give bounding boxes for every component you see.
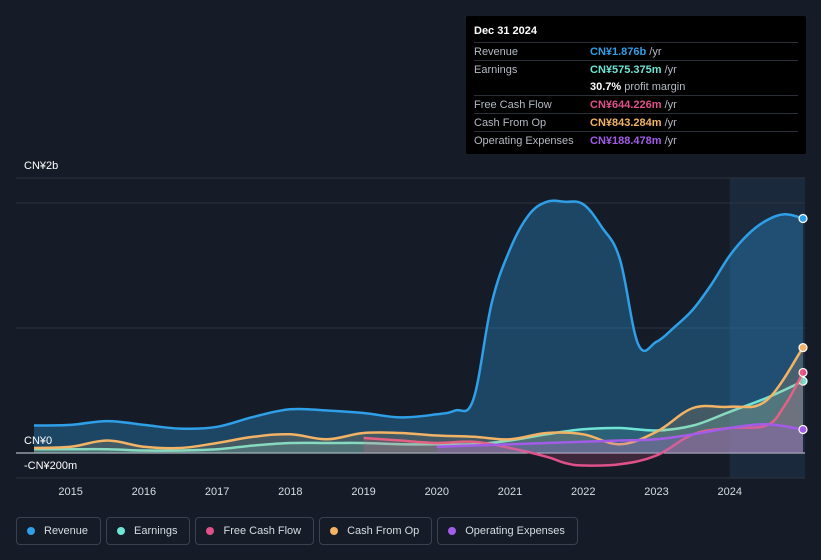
revenue-area bbox=[34, 200, 803, 453]
tooltip-unit: profit margin bbox=[624, 80, 686, 93]
legend-label: Operating Expenses bbox=[465, 525, 565, 537]
legend-label: Earnings bbox=[134, 525, 178, 537]
x-tick-label: 2023 bbox=[644, 486, 668, 498]
tooltip-value: CN¥188.478m bbox=[590, 134, 662, 147]
x-tick-label: 2018 bbox=[278, 486, 302, 498]
tooltip-value: CN¥644.226m bbox=[590, 98, 662, 111]
cash-from-op-end-point bbox=[798, 343, 808, 353]
tooltip-unit: /yr bbox=[649, 45, 662, 58]
tooltip-label: Cash From Op bbox=[474, 116, 547, 129]
tooltip-label: Free Cash Flow bbox=[474, 98, 552, 111]
tooltip-unit: /yr bbox=[664, 116, 677, 129]
tooltip-date: Dec 31 2024 bbox=[474, 25, 537, 37]
revenue-line bbox=[33, 199, 804, 431]
legend-cash-from-op[interactable]: Cash From Op bbox=[319, 517, 433, 545]
legend-operating-expenses[interactable]: Operating Expenses bbox=[437, 517, 578, 545]
revenue-end-point bbox=[798, 213, 808, 224]
tooltip-row-cfo: Cash From Op CN¥843.284m /yr bbox=[474, 113, 798, 131]
free-cash-flow-end-point bbox=[798, 367, 808, 378]
legend-dot-icon bbox=[330, 527, 339, 535]
y-axis-zero-label: CN¥0 bbox=[24, 435, 53, 447]
tooltip-value: 30.7% bbox=[590, 80, 622, 93]
x-tick-label: 2020 bbox=[425, 486, 449, 498]
tooltip-unit: /yr bbox=[664, 134, 677, 147]
y-axis-bottom-label: -CN¥200m bbox=[24, 460, 78, 472]
free-cash-flow-line bbox=[363, 371, 805, 467]
tooltip-row-fcf: Free Cash Flow CN¥644.226m /yr bbox=[474, 95, 798, 113]
tooltip-label: Earnings bbox=[474, 63, 518, 76]
data-tooltip: Dec 31 2024 Revenue CN¥1.876b /yr Earnin… bbox=[466, 16, 806, 154]
tooltip-value: CN¥1.876b bbox=[590, 45, 647, 58]
x-tick-label: 2019 bbox=[351, 486, 375, 498]
cash-from-op-area bbox=[34, 347, 803, 453]
x-tick-label: 2024 bbox=[718, 486, 742, 498]
tooltip-row-revenue: Revenue CN¥1.876b /yr bbox=[474, 42, 798, 60]
legend-dot-icon bbox=[27, 527, 35, 535]
tooltip-label: Operating Expenses bbox=[474, 134, 574, 147]
legend-revenue[interactable]: Revenue bbox=[16, 517, 102, 545]
tooltip-value: CN¥843.284m bbox=[590, 116, 662, 129]
cash-from-op-line bbox=[33, 346, 805, 450]
legend-dot-icon bbox=[206, 527, 215, 535]
x-tick-label: 2017 bbox=[205, 486, 229, 498]
tooltip-row-margin: 30.7% profit margin bbox=[474, 78, 798, 95]
y-axis-top-label: CN¥2b bbox=[24, 160, 59, 172]
legend-label: Cash From Op bbox=[347, 525, 420, 537]
legend-free-cash-flow[interactable]: Free Cash Flow bbox=[195, 517, 315, 545]
tooltip-label: Revenue bbox=[474, 45, 519, 58]
x-tick-label: 2021 bbox=[498, 486, 522, 498]
chart-legend: Revenue Earnings Free Cash Flow Cash Fro… bbox=[16, 517, 578, 545]
tooltip-unit: /yr bbox=[664, 63, 677, 76]
legend-label: Revenue bbox=[44, 525, 89, 537]
legend-dot-icon bbox=[448, 527, 457, 535]
x-tick-label: 2022 bbox=[571, 486, 595, 498]
earnings-area bbox=[34, 381, 803, 453]
legend-label: Free Cash Flow bbox=[223, 525, 302, 537]
tooltip-unit: /yr bbox=[664, 98, 677, 111]
operating-expenses-end-point bbox=[798, 424, 808, 435]
earnings-line bbox=[34, 379, 804, 452]
tooltip-row-opex: Operating Expenses CN¥188.478m /yr bbox=[474, 131, 798, 149]
tooltip-row-earnings: Earnings CN¥575.375m /yr bbox=[474, 60, 798, 78]
legend-dot-icon bbox=[117, 527, 126, 535]
x-tick-label: 2015 bbox=[58, 486, 82, 498]
legend-earnings[interactable]: Earnings bbox=[106, 517, 191, 545]
x-tick-label: 2016 bbox=[132, 486, 156, 498]
operating-expenses-line bbox=[436, 423, 804, 449]
tooltip-value: CN¥575.375m bbox=[590, 63, 662, 76]
